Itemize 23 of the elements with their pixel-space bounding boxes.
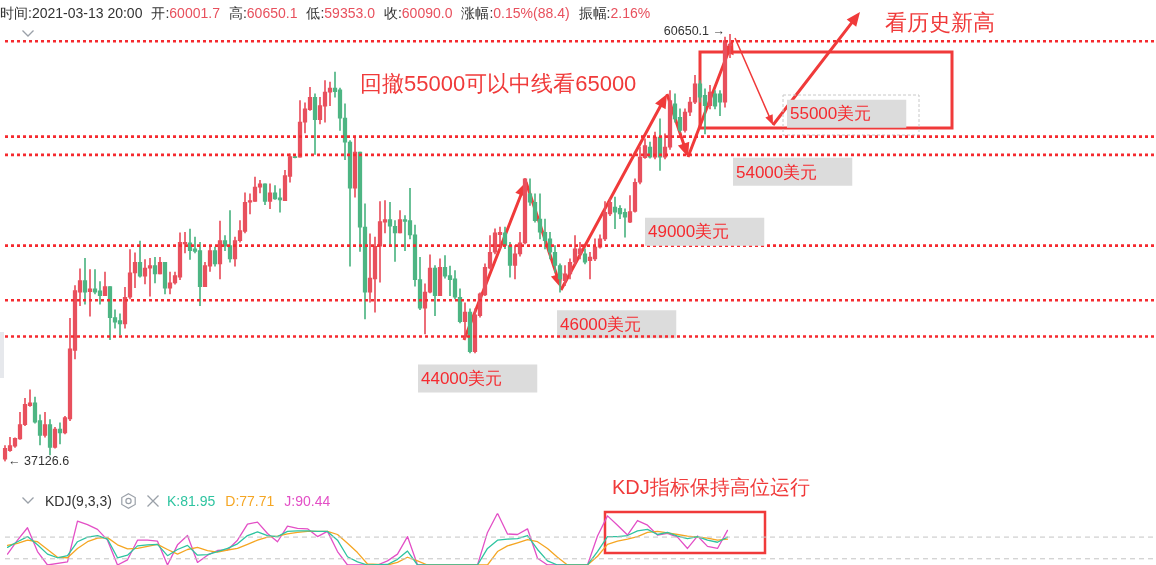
annotation: ← 37126.6 (8, 453, 70, 468)
candlestick (92, 269, 98, 295)
chart-title: 时间:2021-03-13 20:00 开:60001.7 高:60650.1 低:59353.0 收:60090.0 涨幅:0.15%(88.4) 振幅:2.16% (0, 5, 651, 21)
candlestick (402, 215, 408, 251)
candlestick (367, 233, 373, 303)
series-label: D:77.71 (225, 493, 275, 509)
annotation: 60650.1 → (663, 24, 725, 39)
annotation: 回撤55000可以中线看65000 (360, 71, 637, 97)
ref-line-label: 46000美元 (560, 314, 642, 334)
ref-line-label: 54000美元 (736, 162, 818, 182)
ref-line-label: 49000美元 (648, 222, 730, 242)
text: 看历史新高 (885, 10, 995, 36)
series-label: J:90.44 (284, 493, 331, 509)
candlestick (392, 220, 398, 262)
ref-line-label: 55000美元 (790, 104, 872, 124)
text: KDJ指标保持高位运行 (612, 475, 810, 498)
ref-line-label: 44000美元 (421, 369, 503, 389)
candlestick (387, 201, 393, 246)
chart-title: KDJ(9,3,3) (45, 492, 112, 510)
candlestick (612, 196, 618, 230)
candlestick (147, 257, 153, 297)
text: K:81.95 (167, 493, 216, 509)
candlestick (447, 265, 453, 296)
